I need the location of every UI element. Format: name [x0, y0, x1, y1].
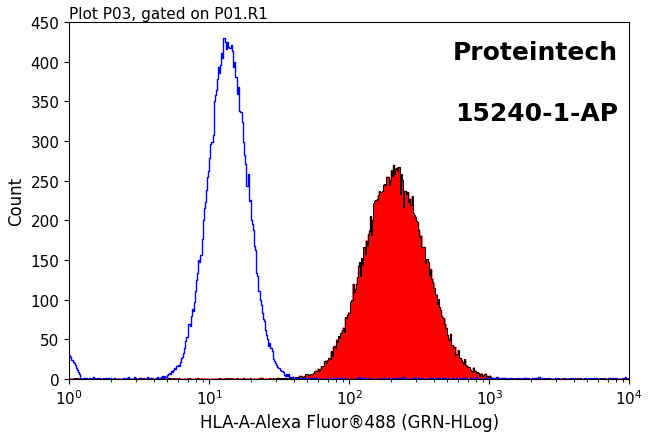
Y-axis label: Count: Count: [7, 177, 25, 226]
Text: Plot P03, gated on P01.R1: Plot P03, gated on P01.R1: [69, 7, 268, 22]
Text: 15240-1-AP: 15240-1-AP: [455, 102, 618, 125]
X-axis label: HLA-A-Alexa Fluor®488 (GRN-HLog): HLA-A-Alexa Fluor®488 (GRN-HLog): [200, 413, 499, 431]
Text: Proteintech: Proteintech: [453, 41, 618, 65]
